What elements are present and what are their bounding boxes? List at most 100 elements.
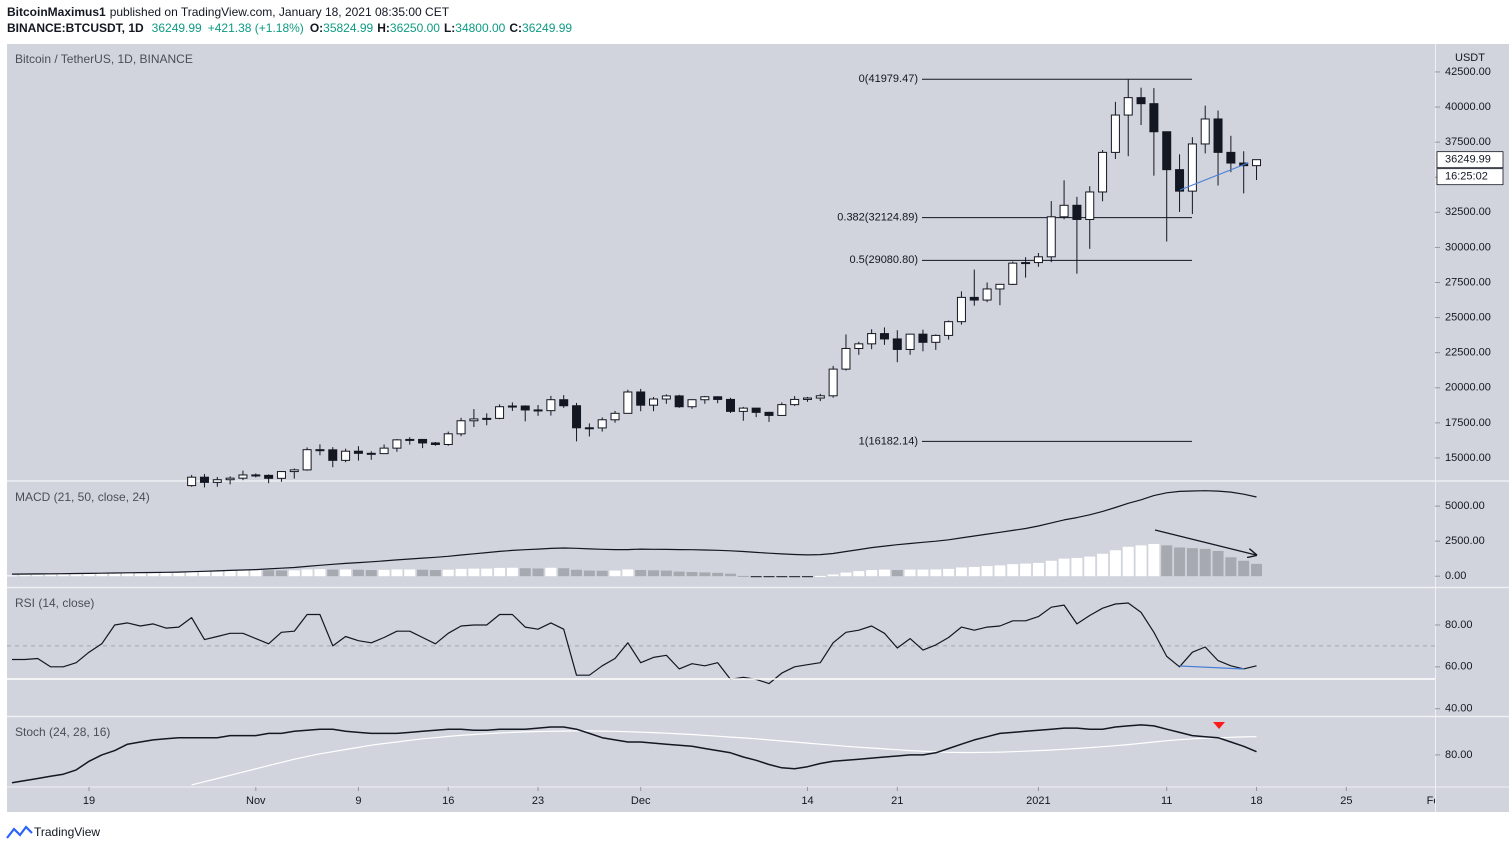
x-tick-label: Feb [1427, 795, 1446, 807]
histogram-bar [134, 572, 146, 577]
y-tick-label: 0.00 [1445, 570, 1466, 582]
candle-body [264, 474, 274, 479]
candle-body [867, 333, 877, 345]
y-tick-label: 27500.00 [1445, 276, 1491, 288]
candle-body [341, 450, 351, 461]
candle-body [1200, 118, 1210, 145]
candle-body [366, 452, 376, 455]
quote-value: 34800.00 [455, 21, 505, 35]
candle-body [430, 442, 440, 445]
histogram-bar [481, 568, 493, 577]
x-tick-label: 25 [1340, 795, 1352, 807]
candle-body [713, 396, 723, 400]
histogram-bar [70, 574, 82, 577]
candle-body [1110, 114, 1120, 153]
histogram-bar [352, 569, 364, 577]
candle-body [931, 334, 941, 343]
y-tick-label: 30000.00 [1445, 241, 1491, 253]
candle-body [661, 395, 671, 400]
histogram-bar [1212, 550, 1224, 577]
chart-title: Bitcoin / TetherUS, 1D, BINANCE [15, 52, 193, 66]
candle-body [738, 407, 748, 412]
histogram-bar [609, 570, 621, 577]
candle-body [379, 447, 389, 455]
histogram-bar [853, 571, 865, 577]
x-tick-label: 9 [355, 795, 361, 807]
candle-body [1136, 97, 1146, 105]
histogram-bar [455, 568, 467, 577]
histogram-bar [930, 569, 942, 577]
histogram-bar [442, 569, 454, 577]
histogram-bar [725, 573, 736, 577]
indicator-title: RSI (14, close) [15, 596, 94, 610]
indicator-title: Stoch (24, 28, 16) [15, 725, 110, 739]
indicator-title: MACD (21, 50, close, 24) [15, 490, 150, 504]
candle-body [700, 396, 710, 401]
candle-body [199, 476, 209, 483]
y-tick-label: 42500.00 [1445, 66, 1491, 78]
histogram-bar [686, 571, 698, 577]
x-tick-label: 11 [1161, 795, 1172, 807]
histogram-bar [224, 571, 236, 577]
histogram-bar [1161, 545, 1173, 577]
candle-body [392, 439, 402, 449]
candle-body [1162, 131, 1172, 171]
candle-body [777, 404, 787, 416]
candle-body [879, 333, 889, 340]
y-tick-label: 15000.00 [1445, 452, 1491, 464]
histogram-bar [1135, 545, 1147, 577]
quote-value: 36249.99 [522, 21, 572, 35]
candle-body [456, 420, 466, 435]
trend-line [1179, 665, 1245, 670]
candle-body [944, 321, 954, 336]
candle-body [212, 479, 222, 483]
histogram-bar [827, 574, 839, 577]
quote-key: C: [509, 21, 522, 35]
axis-unit: USDT [1455, 52, 1485, 64]
histogram-bar [763, 576, 775, 578]
histogram-bar [1045, 560, 1057, 577]
histogram-bar [891, 570, 903, 577]
candle-body [443, 433, 453, 445]
histogram-bar [648, 570, 660, 577]
countdown-box [1436, 168, 1504, 186]
candle-body [1252, 159, 1262, 167]
x-tick-label: Dec [631, 795, 651, 807]
histogram-bar [866, 570, 878, 577]
axes: 15000.00 17500.00 20000.00 22500.00 25000.00… [83, 66, 1504, 807]
histogram-bar [237, 570, 249, 577]
last-price: 36249.99 [1445, 154, 1491, 166]
histogram-bar [1032, 562, 1044, 577]
y-tick-label: 37500.00 [1445, 136, 1491, 148]
logo [6, 825, 33, 839]
quote-value: 35824.99 [323, 21, 373, 35]
histogram-bar [968, 566, 980, 577]
candle-body [1085, 191, 1095, 220]
y-tick-label: 5000.00 [1445, 500, 1485, 512]
histogram-bar [801, 576, 813, 578]
symbol: BINANCE:BTCUSDT, 1D [7, 21, 144, 35]
histogram-bar [45, 574, 57, 577]
trend-line [1179, 162, 1249, 191]
x-tick-label: 2021 [1026, 795, 1050, 807]
histogram-bar [943, 568, 955, 577]
histogram-bar [1199, 548, 1211, 577]
histogram-bar [712, 572, 724, 577]
y-tick-label: 40000.00 [1445, 101, 1491, 113]
candle-body [187, 476, 197, 487]
arrow-annotation [1154, 529, 1256, 555]
y-tick-label: 20000.00 [1445, 382, 1491, 394]
candle-body [520, 405, 530, 411]
candle-body [1175, 169, 1185, 192]
histogram-bar [263, 570, 275, 577]
candle-body [802, 397, 812, 400]
candle-body [726, 398, 735, 412]
candle-body [1008, 262, 1018, 285]
candle-body [969, 296, 979, 301]
quote-line: BINANCE:BTCUSDT, 1D 36249.99 +421.38 (+1.1… [7, 21, 572, 35]
histogram-bar [519, 568, 531, 577]
fib-label: 0(41979.47) [859, 73, 918, 85]
histogram-bar [673, 571, 685, 577]
